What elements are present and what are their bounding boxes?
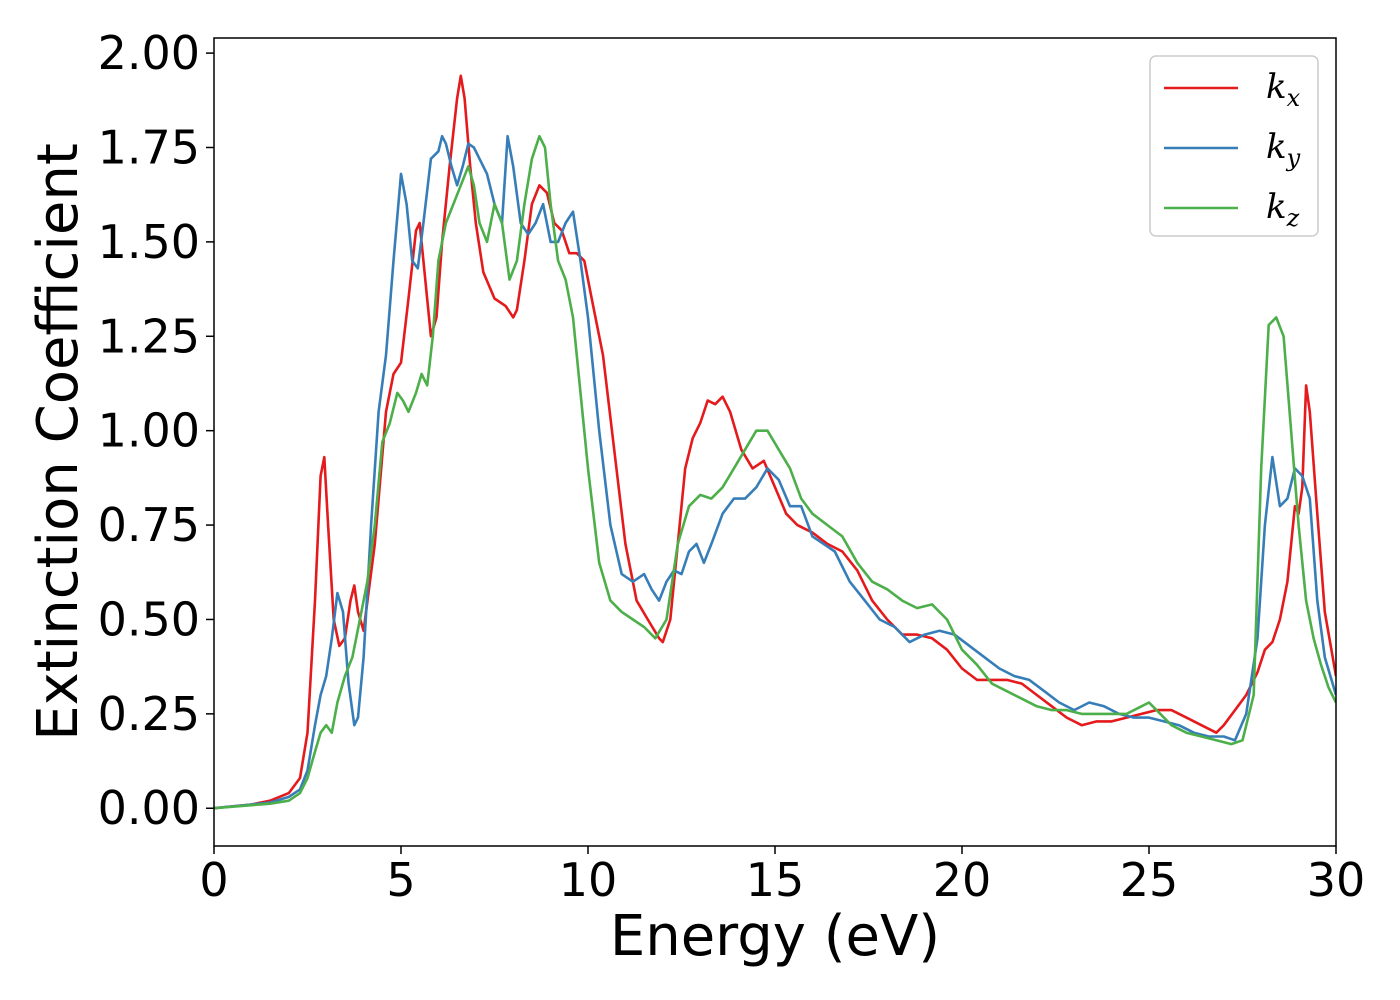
x-axis-title: Energy (eV): [610, 904, 940, 969]
legend-label-kz: kz: [1266, 187, 1300, 232]
series-layer: [214, 74, 1336, 810]
x-tick-label: 20: [933, 853, 992, 907]
y-tick-label: 1.25: [98, 309, 200, 363]
series-line-ky: [214, 134, 1336, 810]
legend-label-ky: ky: [1266, 127, 1301, 172]
y-axis: 0.00 0.25 0.50 0.75 1.00 1.25 1.50 1.75 2.00: [98, 26, 214, 835]
x-tick-label: 25: [1120, 853, 1179, 907]
legend: kx ky kz: [1149, 55, 1319, 237]
y-tick-label: 1.50: [98, 215, 200, 269]
x-axis: 0 5 10 15 20 25 30: [199, 846, 1365, 907]
x-tick-label: 30: [1307, 853, 1366, 907]
legend-label-kx: kx: [1266, 67, 1301, 112]
y-tick-label: 0.25: [98, 687, 200, 741]
series-line-kz: [214, 134, 1336, 810]
y-tick-label: 1.00: [98, 404, 200, 458]
y-tick-label: 0.00: [98, 781, 200, 835]
x-tick-label: 10: [559, 853, 618, 907]
y-tick-label: 2.00: [98, 26, 200, 80]
x-tick-label: 15: [746, 853, 805, 907]
y-tick-label: 0.75: [98, 498, 200, 552]
x-tick-label: 5: [386, 853, 415, 907]
y-tick-label: 1.75: [98, 120, 200, 174]
x-tick-label: 0: [199, 853, 228, 907]
y-axis-title: Extinction Coefficient: [26, 143, 91, 741]
legend-box: [1149, 55, 1319, 237]
y-tick-label: 0.50: [98, 592, 200, 646]
